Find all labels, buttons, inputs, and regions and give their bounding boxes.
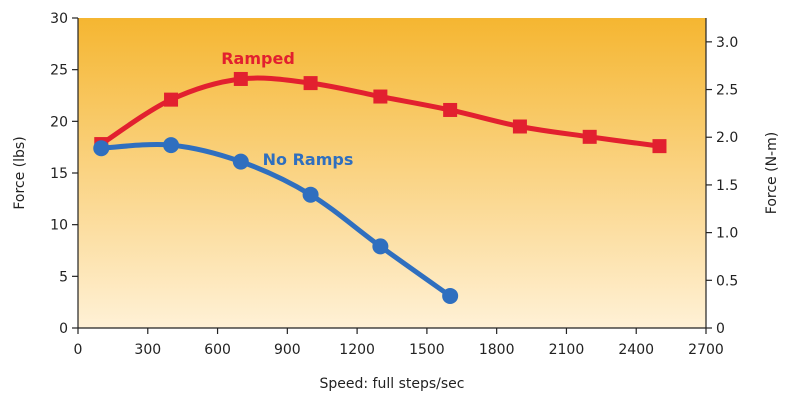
data-point-no-ramps [372, 238, 389, 255]
x-tick-label: 600 [204, 342, 231, 358]
y2-tick-label: 2.5 [716, 83, 738, 99]
data-point-ramped [582, 129, 597, 144]
series-layer: Ramped No Ramps [93, 49, 667, 304]
y-tick-label: 15 [50, 166, 68, 182]
x-tick-label: 2400 [618, 342, 654, 358]
data-point-no-ramps [163, 137, 180, 154]
x-tick-label: 0 [74, 342, 83, 358]
y2-tick-label: 3.0 [716, 35, 738, 51]
plot-background [78, 18, 706, 328]
x-tick-label: 1200 [339, 342, 375, 358]
y2-tick-label: 0.5 [716, 273, 738, 289]
right-y-axis: 0 0.5 1.0 1.5 2.0 2.5 3.0 [705, 18, 738, 337]
series-no-ramps: No Ramps [93, 137, 459, 304]
y-tick-label: 30 [50, 11, 68, 27]
x-tick-label: 1500 [409, 342, 445, 358]
x-tick-label: 2700 [688, 342, 724, 358]
data-point-ramped [443, 102, 458, 117]
data-point-ramped [233, 71, 248, 86]
series-ramped: Ramped [94, 49, 667, 154]
y2-tick-label: 2.0 [716, 130, 738, 146]
data-point-no-ramps [93, 140, 110, 157]
data-point-no-ramps [442, 287, 459, 304]
x-tick-label: 2100 [549, 342, 585, 358]
data-point-ramped [164, 92, 179, 107]
data-point-ramped [652, 139, 667, 154]
data-point-no-ramps [232, 153, 249, 170]
data-point-ramped [512, 119, 527, 134]
data-point-no-ramps [302, 186, 319, 203]
x-axis: 0 300 600 900 1200 1500 1800 2100 2400 2700 [74, 327, 724, 358]
series-label-ramped: Ramped [221, 49, 295, 68]
left-y-axis: 0 5 10 15 20 25 30 [50, 11, 79, 337]
y2-tick-label: 1.0 [716, 226, 738, 242]
x-tick-label: 1800 [479, 342, 515, 358]
y-tick-label: 10 [50, 218, 68, 234]
x-tick-label: 900 [274, 342, 301, 358]
y2-tick-label: 0 [716, 321, 725, 337]
right-y-axis-title: Force (N-m) [764, 132, 780, 214]
y2-tick-label: 1.5 [716, 178, 738, 194]
data-point-ramped [303, 76, 318, 91]
series-label-no-ramps: No Ramps [263, 150, 354, 169]
x-axis-title: Speed: full steps/sec [320, 376, 465, 392]
y-tick-label: 5 [59, 269, 68, 285]
y-tick-label: 20 [50, 114, 68, 130]
left-y-axis-title: Force (lbs) [12, 136, 28, 209]
y-tick-label: 0 [59, 321, 68, 337]
data-point-ramped [373, 89, 388, 104]
x-tick-label: 300 [134, 342, 161, 358]
y-tick-label: 25 [50, 63, 68, 79]
